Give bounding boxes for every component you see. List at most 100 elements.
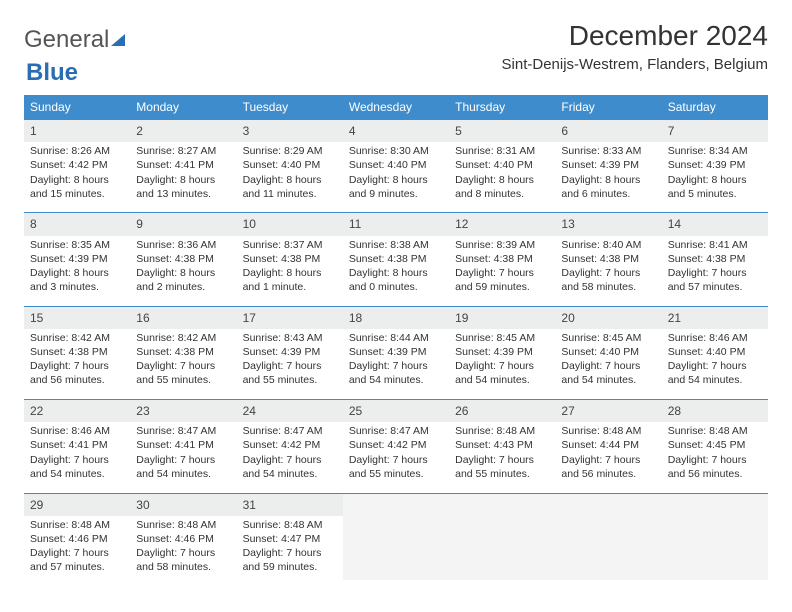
- sunset: Sunset: 4:40 PM: [561, 345, 655, 359]
- day-number-cell: 26: [449, 400, 555, 423]
- daylight: Daylight: 7 hours and 56 minutes.: [30, 359, 124, 387]
- day-content-cell: Sunrise: 8:29 AMSunset: 4:40 PMDaylight:…: [237, 142, 343, 207]
- day-content-cell: Sunrise: 8:40 AMSunset: 4:38 PMDaylight:…: [555, 236, 661, 301]
- day-number-cell: 22: [24, 400, 130, 423]
- daylight: Daylight: 7 hours and 57 minutes.: [668, 266, 762, 294]
- day-number-cell: 13: [555, 213, 661, 236]
- sunset: Sunset: 4:38 PM: [349, 252, 443, 266]
- daylight: Daylight: 8 hours and 2 minutes.: [136, 266, 230, 294]
- day-content-cell: Sunrise: 8:47 AMSunset: 4:42 PMDaylight:…: [343, 422, 449, 487]
- daylight: Daylight: 8 hours and 5 minutes.: [668, 173, 762, 201]
- sunset: Sunset: 4:38 PM: [136, 252, 230, 266]
- day-content-cell: Sunrise: 8:46 AMSunset: 4:41 PMDaylight:…: [24, 422, 130, 487]
- title-block: December 2024 Sint-Denijs-Westrem, Fland…: [502, 20, 768, 73]
- sunrise: Sunrise: 8:26 AM: [30, 144, 124, 158]
- day-number-cell: [555, 493, 661, 516]
- sunrise: Sunrise: 8:48 AM: [30, 518, 124, 532]
- daylight: Daylight: 7 hours and 55 minutes.: [455, 453, 549, 481]
- day-number-cell: 5: [449, 120, 555, 143]
- day-number-cell: [662, 493, 768, 516]
- day-content-cell: Sunrise: 8:31 AMSunset: 4:40 PMDaylight:…: [449, 142, 555, 207]
- content-row: Sunrise: 8:35 AMSunset: 4:39 PMDaylight:…: [24, 236, 768, 301]
- sunrise: Sunrise: 8:48 AM: [668, 424, 762, 438]
- daynum-row: 293031: [24, 493, 768, 516]
- sunset: Sunset: 4:43 PM: [455, 438, 549, 452]
- daylight: Daylight: 7 hours and 54 minutes.: [243, 453, 337, 481]
- sunset: Sunset: 4:39 PM: [455, 345, 549, 359]
- day-number-cell: 15: [24, 306, 130, 329]
- day-content-cell: [343, 516, 449, 581]
- day-number-cell: 20: [555, 306, 661, 329]
- sunrise: Sunrise: 8:46 AM: [30, 424, 124, 438]
- day-number-cell: 18: [343, 306, 449, 329]
- weekday-header: Tuesday: [237, 95, 343, 120]
- day-number-cell: 21: [662, 306, 768, 329]
- content-row: Sunrise: 8:26 AMSunset: 4:42 PMDaylight:…: [24, 142, 768, 207]
- sunrise: Sunrise: 8:47 AM: [136, 424, 230, 438]
- daylight: Daylight: 8 hours and 9 minutes.: [349, 173, 443, 201]
- daylight: Daylight: 8 hours and 1 minute.: [243, 266, 337, 294]
- weekday-header: Wednesday: [343, 95, 449, 120]
- day-content-cell: Sunrise: 8:45 AMSunset: 4:40 PMDaylight:…: [555, 329, 661, 394]
- sunrise: Sunrise: 8:48 AM: [136, 518, 230, 532]
- day-number-cell: 4: [343, 120, 449, 143]
- sunrise: Sunrise: 8:36 AM: [136, 238, 230, 252]
- sunrise: Sunrise: 8:38 AM: [349, 238, 443, 252]
- calendar-table: SundayMondayTuesdayWednesdayThursdayFrid…: [24, 95, 768, 586]
- sunrise: Sunrise: 8:29 AM: [243, 144, 337, 158]
- daylight: Daylight: 8 hours and 15 minutes.: [30, 173, 124, 201]
- sunset: Sunset: 4:44 PM: [561, 438, 655, 452]
- day-number-cell: 2: [130, 120, 236, 143]
- sunset: Sunset: 4:46 PM: [30, 532, 124, 546]
- day-content-cell: Sunrise: 8:47 AMSunset: 4:42 PMDaylight:…: [237, 422, 343, 487]
- sunset: Sunset: 4:40 PM: [349, 158, 443, 172]
- day-content-cell: Sunrise: 8:48 AMSunset: 4:43 PMDaylight:…: [449, 422, 555, 487]
- logo-triangle-icon: [111, 34, 125, 46]
- day-content-cell: Sunrise: 8:27 AMSunset: 4:41 PMDaylight:…: [130, 142, 236, 207]
- sunrise: Sunrise: 8:33 AM: [561, 144, 655, 158]
- sunset: Sunset: 4:39 PM: [30, 252, 124, 266]
- sunset: Sunset: 4:38 PM: [668, 252, 762, 266]
- weekday-header: Sunday: [24, 95, 130, 120]
- brand-part1: General: [24, 26, 109, 54]
- content-row: Sunrise: 8:48 AMSunset: 4:46 PMDaylight:…: [24, 516, 768, 581]
- day-content-cell: Sunrise: 8:37 AMSunset: 4:38 PMDaylight:…: [237, 236, 343, 301]
- day-number-cell: 29: [24, 493, 130, 516]
- day-content-cell: Sunrise: 8:42 AMSunset: 4:38 PMDaylight:…: [130, 329, 236, 394]
- sunset: Sunset: 4:39 PM: [243, 345, 337, 359]
- calendar-body: 1234567Sunrise: 8:26 AMSunset: 4:42 PMDa…: [24, 120, 768, 587]
- day-content-cell: Sunrise: 8:46 AMSunset: 4:40 PMDaylight:…: [662, 329, 768, 394]
- sunset: Sunset: 4:47 PM: [243, 532, 337, 546]
- weekday-header: Thursday: [449, 95, 555, 120]
- sunset: Sunset: 4:40 PM: [455, 158, 549, 172]
- sunrise: Sunrise: 8:43 AM: [243, 331, 337, 345]
- daylight: Daylight: 7 hours and 54 minutes.: [349, 359, 443, 387]
- day-number-cell: 19: [449, 306, 555, 329]
- day-content-cell: Sunrise: 8:48 AMSunset: 4:46 PMDaylight:…: [24, 516, 130, 581]
- sunrise: Sunrise: 8:45 AM: [455, 331, 549, 345]
- daylight: Daylight: 8 hours and 3 minutes.: [30, 266, 124, 294]
- day-content-cell: Sunrise: 8:44 AMSunset: 4:39 PMDaylight:…: [343, 329, 449, 394]
- day-number-cell: 27: [555, 400, 661, 423]
- day-content-cell: Sunrise: 8:48 AMSunset: 4:45 PMDaylight:…: [662, 422, 768, 487]
- day-number-cell: 16: [130, 306, 236, 329]
- sunset: Sunset: 4:41 PM: [136, 438, 230, 452]
- sunset: Sunset: 4:40 PM: [668, 345, 762, 359]
- sunset: Sunset: 4:38 PM: [243, 252, 337, 266]
- daylight: Daylight: 7 hours and 54 minutes.: [136, 453, 230, 481]
- daylight: Daylight: 7 hours and 59 minutes.: [243, 546, 337, 574]
- day-number-cell: 10: [237, 213, 343, 236]
- day-content-cell: Sunrise: 8:48 AMSunset: 4:44 PMDaylight:…: [555, 422, 661, 487]
- sunset: Sunset: 4:41 PM: [30, 438, 124, 452]
- day-content-cell: Sunrise: 8:47 AMSunset: 4:41 PMDaylight:…: [130, 422, 236, 487]
- sunset: Sunset: 4:42 PM: [243, 438, 337, 452]
- daylight: Daylight: 7 hours and 54 minutes.: [668, 359, 762, 387]
- daylight: Daylight: 7 hours and 54 minutes.: [455, 359, 549, 387]
- sunset: Sunset: 4:41 PM: [136, 158, 230, 172]
- day-content-cell: Sunrise: 8:41 AMSunset: 4:38 PMDaylight:…: [662, 236, 768, 301]
- sunrise: Sunrise: 8:46 AM: [668, 331, 762, 345]
- day-number-cell: 14: [662, 213, 768, 236]
- daylight: Daylight: 7 hours and 54 minutes.: [561, 359, 655, 387]
- daylight: Daylight: 7 hours and 58 minutes.: [561, 266, 655, 294]
- day-number-cell: 11: [343, 213, 449, 236]
